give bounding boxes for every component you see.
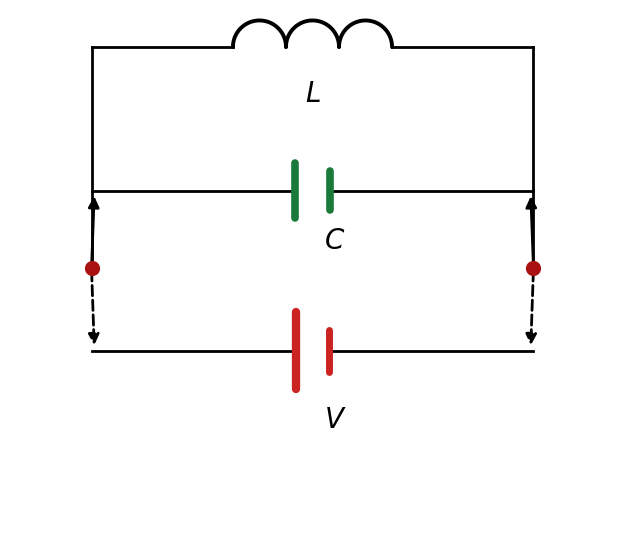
Point <box>86 263 96 272</box>
Text: V: V <box>325 406 344 434</box>
Text: C: C <box>325 227 344 254</box>
Point <box>529 263 539 272</box>
Text: L: L <box>305 80 320 108</box>
